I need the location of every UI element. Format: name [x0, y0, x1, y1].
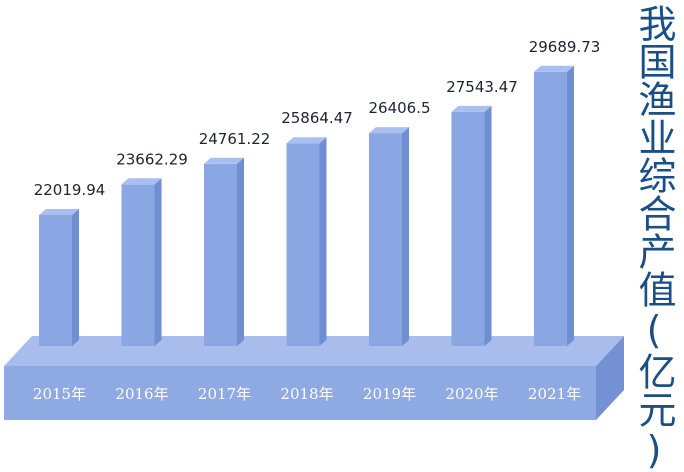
platform-side [596, 336, 624, 420]
bar-top [286, 137, 327, 144]
bar-side [402, 127, 409, 346]
bar-2 [121, 178, 162, 346]
bars [39, 65, 574, 346]
bar-top [121, 178, 162, 185]
value-labels: 22019.94 23662.29 24761.22 25864.47 26406.5 2… [34, 38, 601, 199]
platform-front [4, 366, 596, 420]
value-label-1: 22019.94 [34, 181, 106, 199]
bar-top [369, 127, 409, 134]
bar-front [534, 71, 567, 346]
bar-top [204, 157, 244, 164]
value-label-5: 26406.5 [368, 99, 430, 117]
category-label-2: 2016年 [115, 385, 168, 403]
bar-front [451, 111, 485, 346]
category-label-7: 2021年 [528, 385, 581, 403]
chart-svg: 22019.94 23662.29 24761.22 25864.47 26406.5 2… [4, 38, 624, 420]
bar-side [484, 105, 492, 346]
bar-side [72, 208, 79, 346]
bar-1 [39, 208, 79, 346]
bar-side [154, 178, 162, 346]
value-label-7: 29689.73 [529, 38, 601, 56]
bar-top [39, 208, 79, 215]
category-label-3: 2017年 [198, 385, 251, 403]
bar-front [121, 184, 155, 346]
bar-front [39, 214, 72, 346]
bar-top [451, 105, 492, 112]
category-label-5: 2019年 [363, 385, 416, 403]
bar-side [237, 157, 244, 346]
value-label-4: 25864.47 [281, 109, 353, 127]
category-label-1: 2015年 [33, 385, 86, 403]
bar-5 [369, 127, 409, 346]
category-label-4: 2018年 [280, 385, 333, 403]
bar-front [369, 133, 402, 346]
value-label-6: 27543.47 [446, 78, 518, 96]
category-labels: 2015年 2016年 2017年 2018年 2019年 2020年 2021年 [33, 385, 581, 403]
value-label-3: 24761.22 [199, 130, 271, 148]
category-label-6: 2020年 [445, 385, 498, 403]
chart: 22019.94 23662.29 24761.22 25864.47 26406.5 2… [4, 4, 676, 472]
value-label-2: 23662.29 [116, 150, 188, 168]
bar-3 [204, 157, 244, 346]
chart-title: 我国渔业综合产值(亿元) [632, 4, 676, 472]
bar-4 [286, 137, 327, 346]
bar-front [204, 163, 237, 346]
bar-7 [534, 65, 574, 346]
platform [4, 336, 624, 420]
bar-side [567, 65, 574, 346]
bar-side [319, 137, 327, 346]
bar-6 [451, 105, 492, 346]
bar-top [534, 65, 574, 72]
bar-front [286, 143, 320, 346]
